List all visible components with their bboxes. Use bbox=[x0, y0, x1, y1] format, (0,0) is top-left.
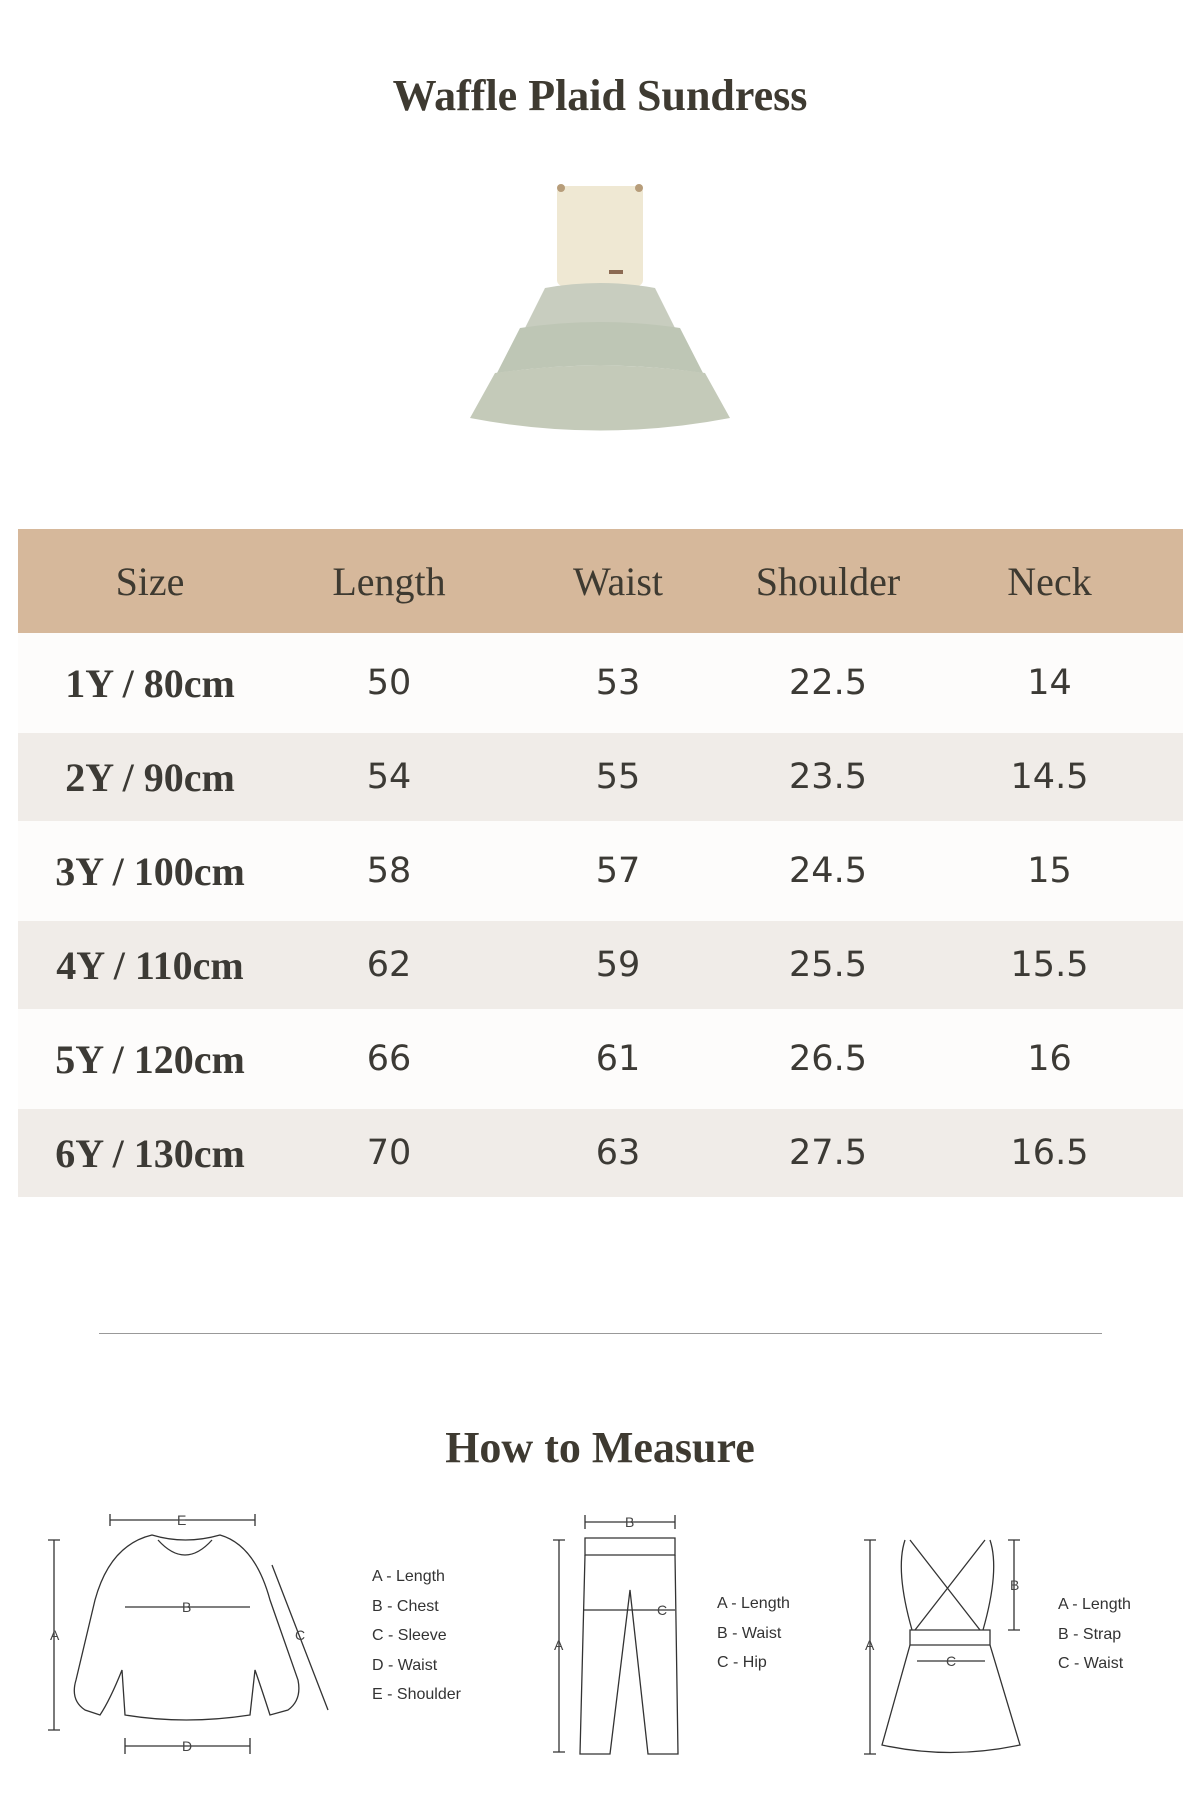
svg-text:D: D bbox=[182, 1738, 192, 1754]
cell-waist: 57 bbox=[595, 851, 641, 891]
svg-text:C: C bbox=[946, 1653, 956, 1669]
table-header-row: Size Length Waist Shoulder Neck bbox=[18, 529, 1183, 633]
svg-text:A: A bbox=[554, 1637, 564, 1653]
page-title: Waffle Plaid Sundress bbox=[392, 71, 808, 120]
cell-length: 70 bbox=[366, 1133, 412, 1173]
cell-shoulder: 24.5 bbox=[789, 851, 867, 891]
table-row: 2Y / 90cm 54 55 23.5 14.5 bbox=[18, 733, 1183, 821]
svg-text:E: E bbox=[177, 1512, 186, 1528]
cell-size: 5Y / 120cm bbox=[55, 1036, 245, 1082]
cell-length: 50 bbox=[366, 663, 412, 703]
svg-text:C: C bbox=[295, 1627, 305, 1643]
cell-size: 6Y / 130cm bbox=[55, 1130, 245, 1176]
cell-length: 66 bbox=[366, 1039, 412, 1079]
product-image bbox=[470, 184, 730, 431]
cell-size: 4Y / 110cm bbox=[56, 942, 244, 988]
svg-text:A: A bbox=[865, 1637, 875, 1653]
cell-neck: 16.5 bbox=[1010, 1133, 1089, 1173]
cell-shoulder: 26.5 bbox=[789, 1039, 867, 1079]
cell-shoulder: 27.5 bbox=[789, 1133, 867, 1173]
svg-text:B: B bbox=[625, 1514, 634, 1530]
table-row: 3Y / 100cm 58 57 24.5 15 bbox=[18, 821, 1183, 921]
header-waist: Waist bbox=[572, 558, 664, 604]
pants-legend: A - Length B - Waist C - Hip bbox=[717, 1595, 790, 1671]
cell-shoulder: 23.5 bbox=[789, 757, 867, 797]
svg-text:B: B bbox=[182, 1599, 191, 1615]
table-row: 1Y / 80cm 50 53 22.5 14 bbox=[18, 633, 1183, 733]
dress-legend: A - Length B - Strap C - Waist bbox=[1058, 1596, 1131, 1672]
table-row: 6Y / 130cm 70 63 27.5 16.5 bbox=[18, 1109, 1183, 1197]
cell-waist: 53 bbox=[595, 663, 641, 703]
cell-shoulder: 25.5 bbox=[789, 945, 867, 985]
size-table: Size Length Waist Shoulder Neck 1Y / 80c… bbox=[18, 529, 1183, 1197]
cell-waist: 55 bbox=[595, 757, 641, 797]
sweater-legend: A - Length B - Chest C - Sleeve D - Wais… bbox=[372, 1568, 461, 1703]
table-row: 5Y / 120cm 66 61 26.5 16 bbox=[18, 1009, 1183, 1109]
cell-neck: 14.5 bbox=[1010, 757, 1089, 797]
cell-size: 1Y / 80cm bbox=[65, 660, 235, 706]
svg-text:A: A bbox=[50, 1627, 60, 1643]
cell-length: 62 bbox=[366, 945, 412, 985]
how-to-measure-title: How to Measure bbox=[445, 1423, 755, 1472]
sweater-diagram: E A B C D bbox=[48, 1512, 329, 1754]
cell-size: 3Y / 100cm bbox=[55, 848, 245, 894]
cell-neck: 15.5 bbox=[1010, 945, 1089, 985]
cell-waist: 61 bbox=[595, 1039, 641, 1079]
cell-neck: 14 bbox=[1027, 663, 1072, 703]
dress-diagram: A B C bbox=[864, 1539, 1021, 1755]
cell-length: 58 bbox=[366, 851, 412, 891]
pants-diagram: B A C bbox=[553, 1514, 679, 1755]
divider bbox=[99, 1333, 1102, 1334]
header-length: Length bbox=[332, 558, 446, 604]
header-shoulder: Shoulder bbox=[755, 558, 901, 604]
cell-waist: 59 bbox=[595, 945, 641, 985]
header-neck: Neck bbox=[1007, 558, 1092, 604]
cell-size: 2Y / 90cm bbox=[65, 754, 235, 800]
table-row: 4Y / 110cm 62 59 25.5 15.5 bbox=[18, 921, 1183, 1009]
svg-text:C: C bbox=[657, 1602, 667, 1618]
cell-neck: 16 bbox=[1027, 1039, 1072, 1079]
cell-waist: 63 bbox=[595, 1133, 641, 1173]
cell-shoulder: 22.5 bbox=[789, 663, 867, 703]
header-size: Size bbox=[115, 558, 185, 604]
cell-length: 54 bbox=[366, 757, 412, 797]
svg-text:B: B bbox=[1010, 1577, 1019, 1593]
cell-neck: 15 bbox=[1027, 851, 1072, 891]
